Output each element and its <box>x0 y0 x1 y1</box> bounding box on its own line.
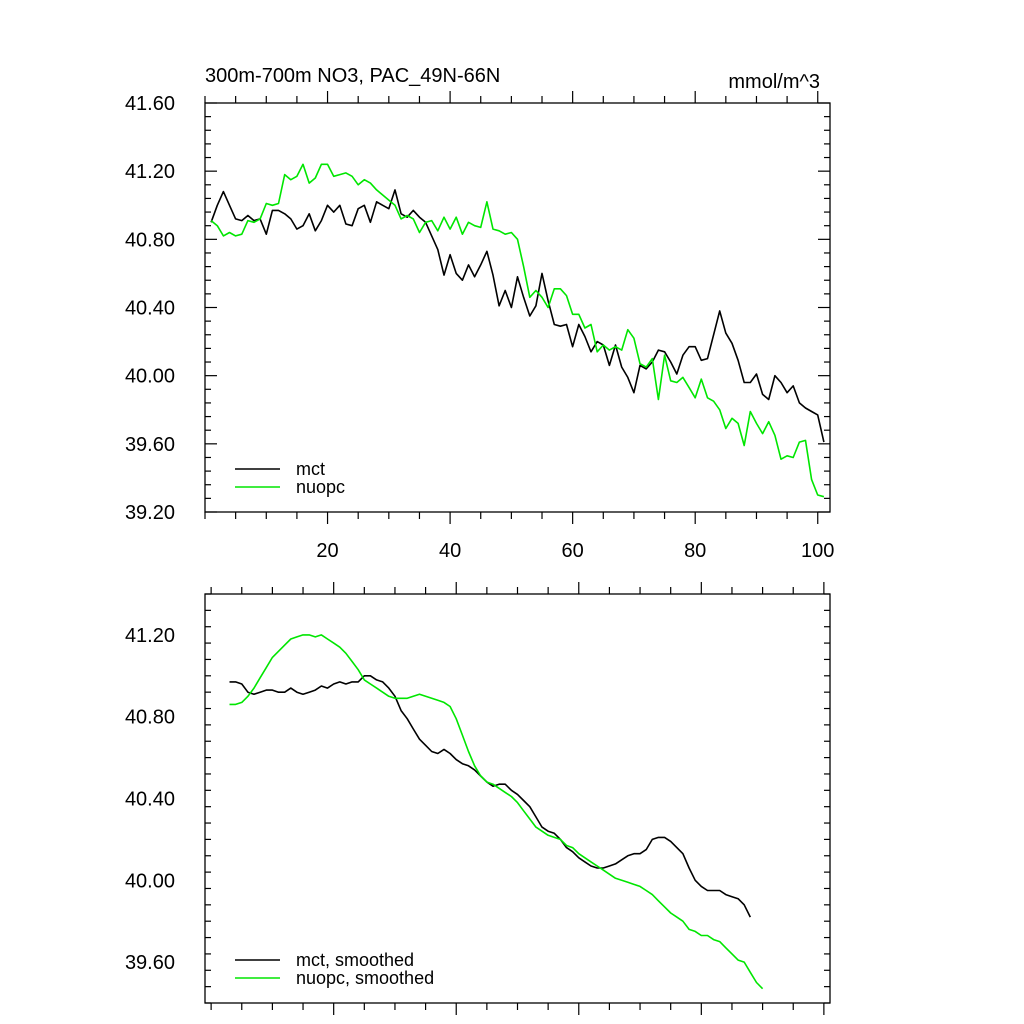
plot-frame <box>204 593 831 1004</box>
y-tick-label: 39.60 <box>125 952 175 974</box>
x-tick-label: 40 <box>439 540 461 562</box>
y-tick-label: 40.40 <box>125 298 175 320</box>
y-tick-label: 39.60 <box>125 434 175 456</box>
legend-label: nuopc, smoothed <box>296 968 434 988</box>
legend-label: mct <box>296 459 325 479</box>
legend-label: mct, smoothed <box>296 950 414 970</box>
y-tick-label: 41.20 <box>125 625 175 647</box>
chart-title: 300m-700m NO3, PAC_49N-66N <box>205 65 500 87</box>
y-tick-label: 40.00 <box>125 870 175 892</box>
y-tick-label: 39.20 <box>125 502 175 524</box>
plot-frame <box>204 102 831 513</box>
y-tick-label: 40.80 <box>125 229 175 251</box>
legend-label: nuopc <box>296 477 345 497</box>
bottom-panel: 39.60 40.00 40.40 40.80 41.20 mct, smoothednu… <box>125 582 831 1015</box>
x-tick-label: 20 <box>316 540 338 562</box>
y-tick-label: 40.00 <box>125 366 175 388</box>
series-line-mct <box>210 189 825 443</box>
y-tick-label: 40.80 <box>125 707 175 729</box>
series-line-nuopc <box>210 163 825 498</box>
series-line-nuopc-smoothed <box>229 634 764 990</box>
units-label: mmol/m^3 <box>728 71 820 93</box>
y-tick-label: 41.60 <box>125 93 175 115</box>
y-tick-label: 40.40 <box>125 789 175 811</box>
x-tick-label: 80 <box>684 540 706 562</box>
x-tick-label: 100 <box>801 540 834 562</box>
y-tick-label: 41.20 <box>125 161 175 183</box>
x-tick-label: 60 <box>562 540 584 562</box>
series-line-mct-smoothed <box>229 674 752 918</box>
top-panel: 20 40 60 80 100 39.20 39.60 40.00 40.40 40.80 41.2… <box>125 65 834 562</box>
